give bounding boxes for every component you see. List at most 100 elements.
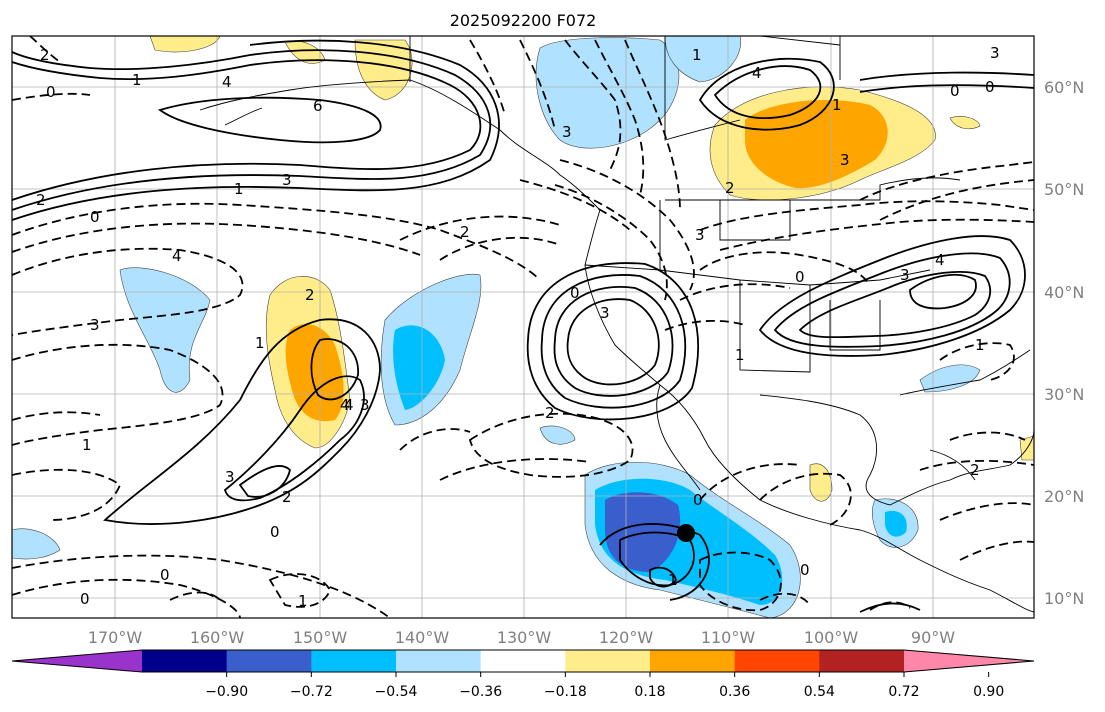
contour-label: 3: [360, 396, 370, 414]
figure-title: 2025092200 F072: [450, 11, 597, 30]
map-border: [11, 35, 1035, 619]
contour-label: 0: [570, 284, 580, 302]
lon-tick-label: 110°W: [701, 628, 756, 647]
contour-label: 0: [985, 78, 995, 96]
contour-label: 3: [990, 44, 1000, 62]
contour-label: 6: [313, 97, 323, 115]
lon-tick-label: 100°W: [804, 628, 859, 647]
contour-label: 2: [460, 223, 470, 241]
lon-tick-labels: 170°W 160°W 150°W 140°W 130°W 120°W 110°…: [88, 628, 955, 647]
lat-tick-label: 20°N: [1044, 487, 1084, 506]
contour-label: 1: [82, 436, 92, 454]
contour-label: 2: [40, 46, 50, 64]
contour-label: 1: [735, 346, 745, 364]
contour-label: 0: [160, 566, 170, 584]
lat-tick-label: 10°N: [1044, 589, 1084, 608]
colorbar-label: −0.72: [290, 684, 333, 700]
colorbar-segment: [480, 650, 566, 672]
contour-label: 0: [80, 590, 90, 608]
colorbar-segment: [734, 650, 820, 672]
contour-label: 4: [344, 396, 354, 414]
anomaly-negative-mexico-core: [885, 510, 907, 537]
colorbar: −0.90 −0.72 −0.54 −0.36 −0.18 0.18 0.36 0.54 0.7…: [11, 649, 1035, 700]
colorbar-outline: [11, 649, 1035, 673]
anomaly-negative-pacific-core: [393, 325, 445, 410]
contour-label: 4: [222, 73, 232, 91]
colorbar-label: 0.18: [634, 684, 665, 700]
lat-tick-label: 40°N: [1044, 283, 1084, 302]
anomaly-positive-north: [354, 39, 413, 101]
map-content: 2 1 0 4 6 3 2 1 0 4 3 2 1 0 3 4 3 2 1 2 …: [12, 36, 1034, 618]
colorbar-segment: [311, 650, 397, 672]
contour-label: 1: [255, 334, 265, 352]
colorbar-label: −0.54: [375, 684, 418, 700]
lat-tick-label: 60°N: [1044, 78, 1084, 97]
contour-label: 2: [305, 286, 315, 304]
contours-negative: [12, 36, 1034, 618]
contour-label: 0: [46, 83, 56, 101]
anomaly-positive-pacific-core: [285, 324, 344, 422]
contour-label: 4: [172, 247, 182, 265]
contour-label: 1: [692, 46, 702, 64]
colorbar-label: 0.90: [973, 684, 1004, 700]
contour-label: 3: [840, 151, 850, 169]
colorbar-segment: [819, 650, 905, 672]
contour-labels: 2 1 0 4 6 3 2 1 0 4 3 2 1 0 3 4 3 2 1 2 …: [36, 44, 1000, 610]
contour-label: 3: [90, 316, 100, 334]
contour-label: 2: [725, 179, 735, 197]
anomaly-negative-gulf: [919, 364, 981, 393]
lat-tick-labels: 60°N 50°N 40°N 30°N 20°N 10°N: [1044, 78, 1084, 608]
anomaly-negative-epac-core: [605, 492, 681, 572]
colorbar-segment: [226, 650, 312, 672]
contour-label: 0: [90, 208, 100, 226]
contour-label: 3: [695, 226, 705, 244]
shaded-anomalies: [12, 36, 1034, 618]
contour-label: 0: [795, 268, 805, 286]
contour-label: 0: [950, 82, 960, 100]
lon-tick-label: 170°W: [88, 628, 143, 647]
lat-tick-label: 50°N: [1044, 180, 1084, 199]
colorbar-label: −0.90: [205, 684, 248, 700]
contour-label: 1: [975, 336, 985, 354]
contour-label: 3: [600, 304, 610, 322]
lon-tick-label: 150°W: [293, 628, 348, 647]
lon-tick-label: 140°W: [395, 628, 450, 647]
contour-label: 0: [270, 523, 280, 541]
anomaly-positive-canada-core: [745, 100, 888, 189]
contour-label: 2: [970, 461, 980, 479]
contour-label: 1: [832, 96, 842, 114]
lon-tick-label: 160°W: [190, 628, 245, 647]
storm-center-marker: [677, 524, 695, 542]
colorbar-label: 0.72: [888, 684, 919, 700]
contour-label: 1: [298, 592, 308, 610]
anomaly-negative-small: [539, 425, 576, 445]
contour-label: 2: [36, 191, 46, 209]
contour-label: 3: [900, 266, 910, 284]
colorbar-segment: [142, 650, 228, 672]
anomaly-positive-ne: [949, 116, 981, 130]
colorbar-extend-low: [12, 650, 142, 672]
contour-label: 4: [752, 64, 762, 82]
lon-tick-label: 120°W: [599, 628, 654, 647]
contour-label: 1: [668, 571, 678, 589]
colorbar-label: 0.36: [719, 684, 750, 700]
contour-label: 3: [562, 123, 572, 141]
anomaly-negative-sw: [12, 528, 61, 560]
colorbar-label: −0.36: [459, 684, 502, 700]
colorbar-segment: [650, 650, 736, 672]
contours-positive: [12, 39, 1034, 613]
contour-label: 3: [282, 171, 292, 189]
colorbar-segment: [396, 650, 482, 672]
colorbar-label: 0.54: [804, 684, 835, 700]
contour-label: 4: [935, 251, 945, 269]
colorbar-segment: [565, 650, 651, 672]
contour-label: 0: [800, 561, 810, 579]
lon-tick-label: 90°W: [911, 628, 955, 647]
lon-tick-label: 130°W: [497, 628, 552, 647]
contour-label: 1: [234, 180, 244, 198]
contour-label: 1: [132, 71, 142, 89]
gridlines: [12, 36, 1034, 618]
colorbar-label: −0.18: [544, 684, 587, 700]
